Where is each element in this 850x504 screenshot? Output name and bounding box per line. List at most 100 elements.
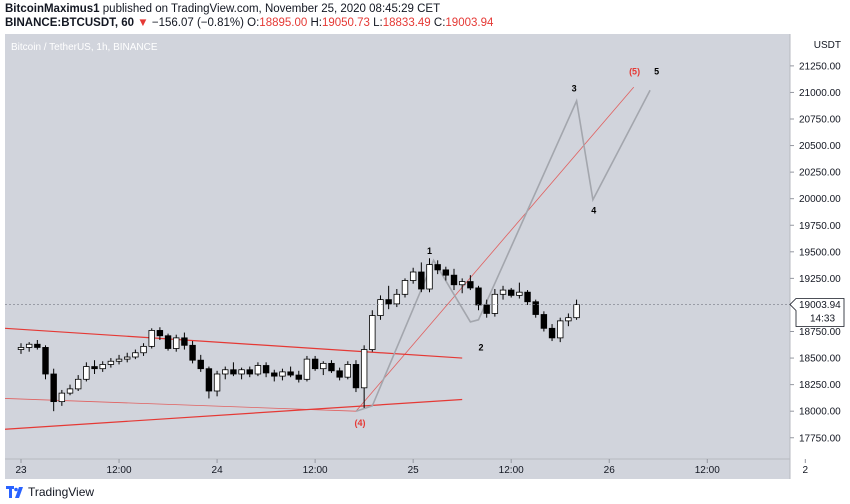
candle-body [58,392,66,403]
tradingview-logo-icon[interactable] [6,486,24,498]
price-tick-label: 20000.00 [799,194,841,205]
tradingview-brand[interactable]: TradingView [28,485,95,499]
candle-body [565,317,572,322]
candle-body [548,327,556,339]
candle-body [173,337,180,349]
wave-label: 2 [478,343,483,353]
candle-body [262,365,270,374]
price-tick-label: 19750.00 [799,221,841,232]
candle-body [295,374,302,380]
candle-body [491,293,499,314]
candle-body [360,349,368,389]
candle-body [532,301,539,315]
candle-body [385,299,392,305]
price-tick-label: 19250.00 [799,274,841,285]
candle-body [164,335,172,349]
candle-body [99,364,106,370]
candle-body [467,281,474,289]
price-tick-label: 18500.00 [799,354,841,365]
author-name[interactable]: BitcoinMaximus1 [5,3,100,15]
low-value: 18833.49 [382,17,431,29]
last-price-tag [789,298,845,327]
candle-body [66,388,74,394]
close-value: 19003.94 [445,17,494,29]
candle-body [483,304,490,314]
publish-info: published on TradingView.com, November 2… [102,3,441,15]
time-tick-label: 23 [15,465,27,476]
price-tick-label: 17750.00 [799,433,841,444]
candle-body [189,344,196,361]
candle-body [205,368,213,392]
candle-body [352,364,360,389]
trendline [355,86,635,412]
candle-body [393,293,401,305]
candle-body [434,264,441,271]
countdown-label: 14:33 [810,314,835,325]
time-tick-label: 12:00 [303,465,328,476]
candle-body [499,289,507,295]
price-axis-unit: USDT [814,40,841,51]
time-tick-label: 12:00 [499,465,524,476]
candle-body [254,365,262,375]
price-tick-label: 18750.00 [799,327,841,338]
plot-background [5,34,790,459]
wave-label: 3 [572,83,577,93]
time-tick-label: 2 [803,465,809,476]
candle-body [328,362,335,372]
price-tick-label: 20750.00 [799,115,841,126]
candle-body [426,264,433,290]
candle-body [181,337,188,346]
price-tick-label: 21250.00 [799,61,841,72]
candle-body [156,330,164,337]
low-label: L: [373,17,383,29]
candle-body [377,299,384,316]
candle-body [573,304,580,319]
candle-body [115,358,123,362]
candle-body [369,315,376,350]
candle-body [279,371,286,377]
last-price-label: 19003.94 [799,300,841,311]
candle-body [213,373,221,392]
candle-body [91,366,98,370]
price-chart[interactable]: Bitcoin / TetherUS, 1h, BINANCE USDT 21250… [5,34,845,479]
candle-body [42,347,49,375]
candle-body [344,364,351,378]
candle-body [107,360,115,365]
price-tick-label: 18250.00 [799,380,841,391]
down-arrow-icon: ▼ [137,17,149,29]
candle-body [246,369,253,375]
candle-body [17,347,25,350]
ohlc-line: BINANCE:BTCUSDT, 60 ▼ −156.07 (−0.81%) O… [5,17,493,29]
candle-body [140,345,147,354]
candle-body [124,356,131,360]
candle-body [320,362,327,370]
candle-body [311,358,319,370]
candle-body [401,280,409,295]
candle-body [450,274,458,286]
price-tick-label: 19500.00 [799,247,841,258]
candle-body [148,330,155,347]
price-tick-label: 20500.00 [799,141,841,152]
open-label: O: [247,17,260,29]
candle-body [74,378,82,390]
trendline [5,398,463,430]
trendline [5,327,463,359]
wave-label: (4) [355,418,366,428]
candle-body [557,320,564,339]
time-tick-label: 26 [604,465,616,476]
wave-path [355,89,651,412]
candle-body [524,291,531,303]
candle-body [238,369,245,375]
candle-body [475,287,482,306]
high-value: 19050.73 [321,17,370,29]
candle-body [516,291,523,296]
wave-label: 5 [654,66,659,76]
candle-body [409,271,417,281]
candle-body [222,369,229,375]
candle-body [418,271,425,290]
wave-label: 1 [427,246,432,256]
candle-body [507,289,515,296]
candle-body [458,281,466,286]
time-tick-label: 12:00 [107,465,132,476]
high-label: H: [310,17,322,29]
